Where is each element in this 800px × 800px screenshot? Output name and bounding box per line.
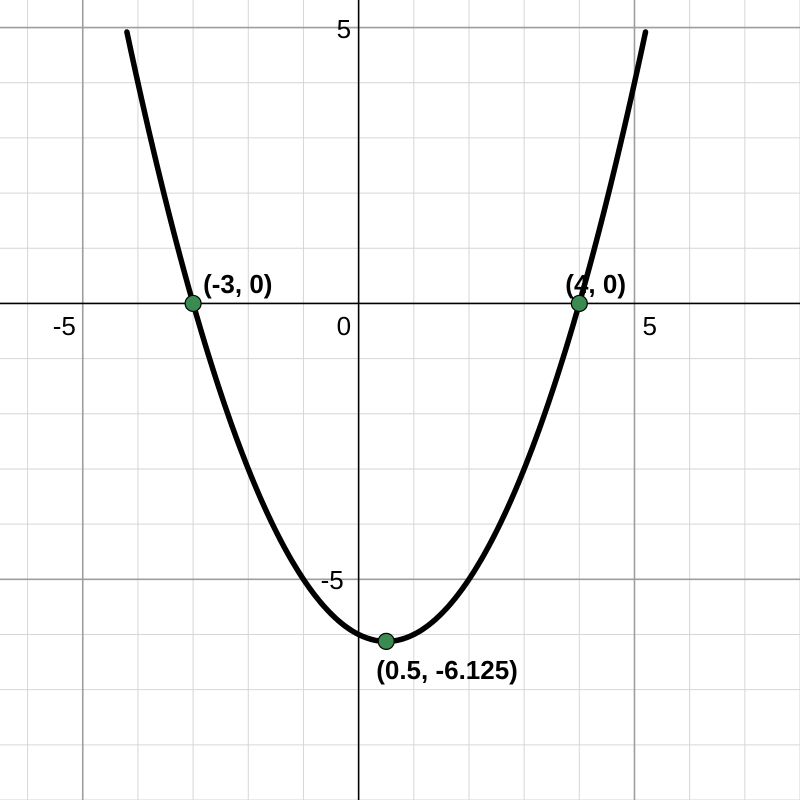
parabola-chart: (-3, 0)(4, 0)(0.5, -6.125)-55-550 [0, 0, 800, 800]
point-marker [571, 295, 587, 311]
point-marker [378, 633, 394, 649]
point-marker [185, 295, 201, 311]
plot-background [0, 0, 800, 800]
plot-svg [0, 0, 800, 800]
